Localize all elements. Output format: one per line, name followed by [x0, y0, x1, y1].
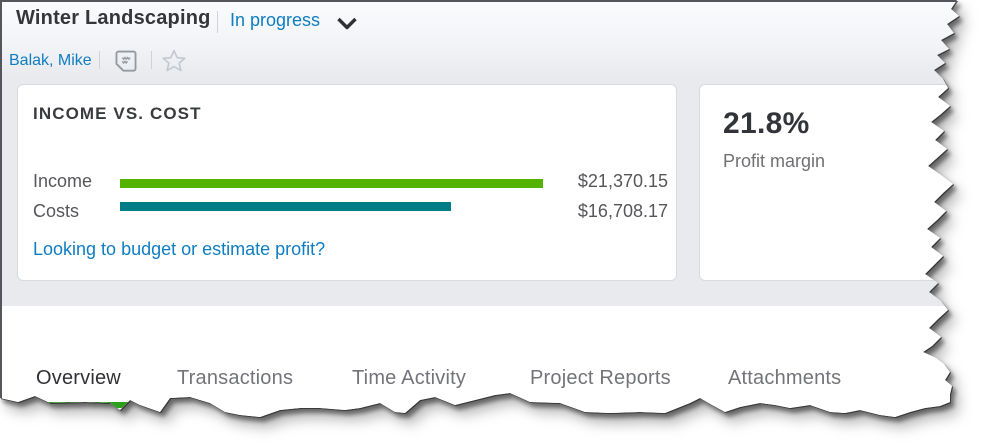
tab-transactions[interactable]: Transactions	[177, 367, 294, 389]
costs-row-label: Costs	[33, 201, 80, 221]
chevron-down-icon[interactable]	[336, 17, 358, 35]
income-row-value: $21,370.15	[577, 171, 668, 191]
tab-project-reports[interactable]: Project Reports	[530, 367, 671, 389]
subheader-divider-1	[99, 51, 100, 69]
income-bar	[120, 179, 543, 188]
page-title: Winter Landscaping	[16, 7, 211, 29]
costs-row-value: $16,708.17	[577, 201, 668, 221]
budget-estimate-link[interactable]: Looking to budget or estimate profit?	[33, 239, 326, 259]
project-status-dropdown[interactable]: In progress	[230, 10, 321, 30]
income-vs-cost-title: INCOME VS. COST	[33, 104, 202, 123]
star-icon[interactable]	[160, 47, 188, 75]
title-status-divider	[217, 11, 218, 33]
income-vs-cost-card: INCOME VS. COST Income $21,370.15 Costs …	[17, 84, 677, 281]
profit-margin-card: 21.8% Profit margin	[699, 84, 959, 281]
tab-overview[interactable]: Overview	[36, 367, 121, 389]
note-icon[interactable]	[113, 48, 139, 74]
tab-time-activity[interactable]: Time Activity	[352, 367, 467, 389]
tab-attachments[interactable]: Attachments	[728, 367, 842, 389]
profit-margin-label: Profit margin	[723, 151, 826, 171]
customer-link[interactable]: Balak, Mike	[9, 52, 92, 69]
income-row-label: Income	[33, 171, 93, 191]
subheader-divider-2	[151, 51, 152, 69]
header-background	[2, 2, 959, 76]
tabs-background	[2, 306, 959, 417]
active-tab-underline	[30, 402, 130, 408]
costs-bar	[120, 202, 451, 211]
profit-margin-value: 21.8%	[723, 107, 810, 140]
